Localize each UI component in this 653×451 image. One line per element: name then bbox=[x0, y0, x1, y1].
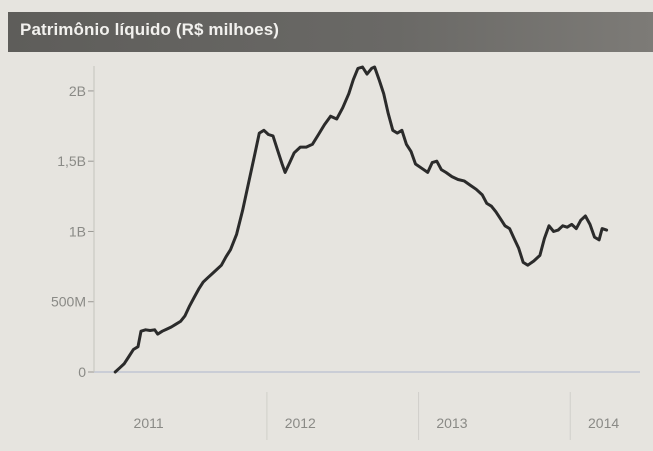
x-axis: 2011 2012 2013 2014 bbox=[134, 392, 619, 440]
y-tick-label: 500M bbox=[51, 294, 86, 310]
x-tick-label: 2014 bbox=[588, 415, 619, 431]
y-tick-label: 2B bbox=[69, 83, 86, 99]
x-tick-label: 2013 bbox=[436, 415, 467, 431]
title-bar: Patrimônio líquido (R$ milhoes) bbox=[8, 12, 653, 52]
y-tick-label: 1B bbox=[69, 223, 86, 239]
y-tick-label: 0 bbox=[78, 364, 86, 380]
chart-title: Patrimônio líquido (R$ milhoes) bbox=[20, 20, 280, 39]
equity-series-line bbox=[113, 65, 609, 374]
y-tick-label: 1,5B bbox=[57, 153, 86, 169]
x-tick-label: 2011 bbox=[134, 415, 164, 431]
y-axis: 0 500M 1B 1,5B 2B bbox=[51, 83, 94, 380]
x-tick-label: 2012 bbox=[285, 415, 316, 431]
